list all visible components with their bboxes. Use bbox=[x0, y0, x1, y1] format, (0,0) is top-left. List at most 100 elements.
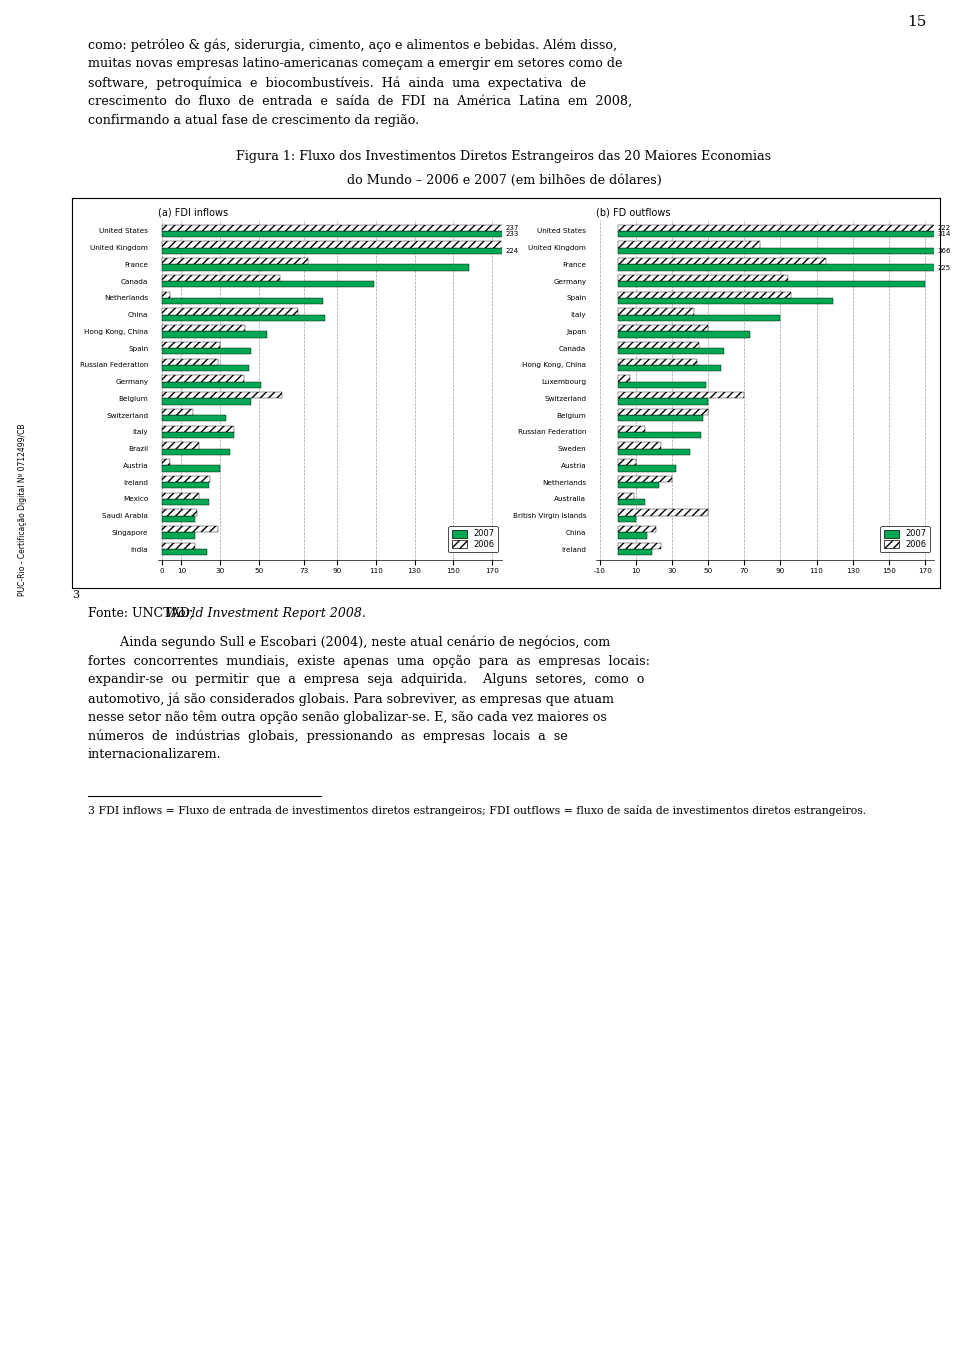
Bar bbox=[617, 282, 925, 287]
Bar bbox=[162, 358, 218, 365]
Bar bbox=[617, 342, 699, 347]
Bar bbox=[162, 492, 199, 499]
Bar bbox=[617, 365, 721, 371]
Bar bbox=[617, 499, 645, 505]
Bar bbox=[617, 398, 708, 405]
Text: Fonte: UNCTAD,: Fonte: UNCTAD, bbox=[88, 606, 198, 620]
Bar bbox=[162, 499, 208, 505]
Bar bbox=[162, 409, 193, 415]
Legend: 2007, 2006: 2007, 2006 bbox=[448, 527, 498, 553]
Text: números  de  indústrias  globais,  pressionando  as  empresas  locais  a  se: números de indústrias globais, pressiona… bbox=[88, 729, 567, 743]
Bar bbox=[617, 393, 744, 398]
Bar bbox=[162, 509, 197, 516]
Bar bbox=[162, 248, 597, 254]
Bar bbox=[617, 382, 707, 389]
Bar bbox=[617, 465, 676, 472]
Bar bbox=[162, 331, 267, 338]
Text: fortes  concorrentes  mundiais,  existe  apenas  uma  opção  para  as  empresas : fortes concorrentes mundiais, existe ape… bbox=[88, 655, 650, 668]
Bar bbox=[617, 549, 652, 555]
Bar bbox=[617, 425, 645, 432]
Text: 224: 224 bbox=[506, 248, 518, 254]
Legend: 2007, 2006: 2007, 2006 bbox=[880, 527, 930, 553]
Bar bbox=[617, 460, 636, 465]
Bar bbox=[617, 259, 826, 264]
Bar bbox=[162, 549, 206, 555]
Text: (b) FD outflows: (b) FD outflows bbox=[596, 208, 670, 218]
Bar bbox=[162, 476, 210, 482]
Bar bbox=[162, 449, 229, 456]
Bar bbox=[162, 482, 208, 488]
Text: crescimento  do  fluxo  de  entrada  e  saída  de  FDI  na  América  Latina  em : crescimento do fluxo de entrada e saída … bbox=[88, 94, 632, 108]
Bar bbox=[617, 241, 760, 248]
Bar bbox=[617, 347, 725, 354]
Bar bbox=[162, 241, 551, 248]
Bar bbox=[162, 275, 280, 282]
Bar bbox=[617, 331, 750, 338]
Bar bbox=[162, 315, 325, 321]
Text: (a) FDI inflows: (a) FDI inflows bbox=[158, 208, 228, 218]
Bar bbox=[617, 509, 708, 516]
Bar bbox=[617, 415, 703, 421]
Bar bbox=[162, 375, 244, 382]
Bar bbox=[617, 476, 672, 482]
Bar bbox=[162, 398, 252, 405]
Text: do Mundo – 2006 e 2007 (em bilhões de dólares): do Mundo – 2006 e 2007 (em bilhões de dó… bbox=[347, 174, 661, 187]
Bar bbox=[617, 492, 634, 499]
Bar bbox=[162, 543, 195, 549]
Text: muitas novas empresas latino-americanas começam a emergir em setores como de: muitas novas empresas latino-americanas … bbox=[88, 57, 622, 70]
Bar bbox=[617, 532, 647, 539]
Bar bbox=[162, 425, 234, 432]
Bar bbox=[617, 375, 631, 382]
Text: 233: 233 bbox=[506, 231, 518, 237]
Bar bbox=[162, 415, 226, 421]
Bar bbox=[162, 527, 218, 532]
Bar bbox=[162, 308, 298, 315]
Bar bbox=[162, 291, 170, 298]
Bar bbox=[162, 347, 252, 354]
Text: internacionalizarem.: internacionalizarem. bbox=[88, 748, 222, 761]
Text: automotivo, já são considerados globais. Para sobreviver, as empresas que atuam: automotivo, já são considerados globais.… bbox=[88, 692, 614, 706]
Bar bbox=[617, 516, 636, 523]
Bar bbox=[617, 231, 960, 237]
Bar bbox=[617, 264, 960, 271]
Text: PUC-Rio - Certificação Digital Nº 0712499/CB: PUC-Rio - Certificação Digital Nº 071249… bbox=[18, 424, 28, 596]
Bar bbox=[162, 298, 324, 304]
Bar bbox=[617, 527, 656, 532]
Bar bbox=[617, 409, 708, 415]
Bar bbox=[617, 298, 832, 304]
Text: Ainda segundo Sull e Escobari (2004), neste atual cenário de negócios, com: Ainda segundo Sull e Escobari (2004), ne… bbox=[88, 636, 611, 650]
Bar bbox=[162, 365, 250, 371]
Text: World Investment Report 2008.: World Investment Report 2008. bbox=[165, 606, 366, 620]
Text: como: petróleo & gás, siderurgia, cimento, aço e alimentos e bebidas. Além disso: como: petróleo & gás, siderurgia, ciment… bbox=[88, 38, 617, 52]
Bar bbox=[162, 282, 373, 287]
Bar bbox=[617, 275, 787, 282]
Bar bbox=[162, 516, 195, 523]
Text: Figura 1: Fluxo dos Investimentos Diretos Estrangeiros das 20 Maiores Economias: Figura 1: Fluxo dos Investimentos Direto… bbox=[236, 150, 772, 163]
Bar bbox=[162, 259, 307, 264]
Text: 366: 366 bbox=[937, 248, 950, 254]
Bar bbox=[162, 264, 469, 271]
Bar bbox=[617, 543, 661, 549]
Bar bbox=[162, 231, 614, 237]
Bar bbox=[617, 358, 697, 365]
Text: nesse setor não têm outra opção senão globalizar-se. E, são cada vez maiores os: nesse setor não têm outra opção senão gl… bbox=[88, 711, 607, 725]
Bar bbox=[162, 382, 261, 389]
Text: 222: 222 bbox=[937, 224, 950, 231]
Text: 225: 225 bbox=[937, 264, 950, 271]
Text: 237: 237 bbox=[506, 224, 518, 231]
Bar bbox=[162, 326, 246, 331]
Bar bbox=[617, 315, 780, 321]
Bar bbox=[617, 449, 690, 456]
Bar bbox=[162, 342, 220, 347]
Bar bbox=[617, 248, 960, 254]
Bar bbox=[162, 442, 199, 449]
Bar bbox=[162, 460, 170, 465]
Bar bbox=[617, 442, 661, 449]
Bar bbox=[162, 393, 282, 398]
Bar bbox=[162, 465, 220, 472]
Text: 3 FDI inflows = Fluxo de entrada de investimentos diretos estrangeiros; FDI outf: 3 FDI inflows = Fluxo de entrada de inve… bbox=[88, 806, 866, 817]
Bar bbox=[617, 326, 708, 331]
Text: 314: 314 bbox=[937, 231, 950, 237]
Bar bbox=[162, 224, 622, 231]
Bar bbox=[617, 224, 960, 231]
